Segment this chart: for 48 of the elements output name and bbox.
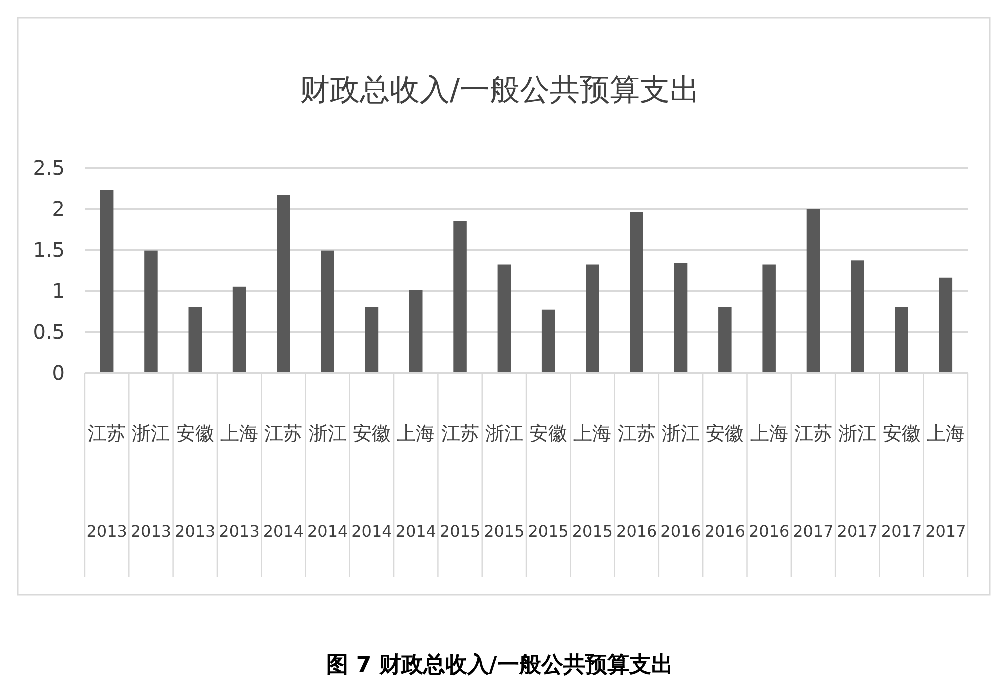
y-tick-label: 1.5	[33, 238, 65, 262]
y-tick-label: 0.5	[33, 320, 65, 344]
category-label: 上海 2013	[219, 423, 260, 541]
bar	[410, 290, 423, 373]
category-label: 江苏 2013	[86, 423, 128, 541]
bar	[586, 264, 600, 373]
category-label: 上海 2017	[926, 423, 966, 541]
bar	[806, 209, 820, 373]
category-label: 上海 2015	[572, 423, 614, 541]
bar	[100, 190, 114, 373]
category-label: 安徽 2013	[175, 423, 216, 541]
caption: 图 7 财政总收入/一般公共预算支出	[326, 653, 674, 678]
category-label: 浙江 2013	[130, 423, 172, 541]
bar	[498, 264, 512, 373]
bar	[762, 264, 776, 373]
bar	[365, 307, 379, 373]
bar	[718, 307, 732, 373]
category-label: 上海 2014	[396, 423, 436, 541]
bar	[674, 263, 688, 373]
bar	[277, 195, 290, 373]
bar	[542, 310, 556, 373]
category-label: 安徽 2017	[881, 423, 922, 541]
category-label: 浙江 2014	[307, 423, 348, 541]
y-tick-label: 2.5	[33, 156, 65, 180]
category-label: 安徽 2014	[352, 423, 392, 541]
bar	[188, 307, 202, 373]
category-label: 江苏 2014	[263, 423, 304, 541]
chart-title: 财政总收入/一般公共预算支出	[300, 73, 700, 108]
bar	[144, 250, 158, 373]
bar	[939, 278, 953, 373]
category-label: 安徽 2016	[704, 423, 746, 541]
category-label: 江苏 2016	[616, 423, 658, 541]
bar	[895, 307, 908, 373]
bar	[232, 286, 246, 373]
bar	[630, 212, 644, 373]
y-tick-label: 2	[52, 197, 65, 221]
bar	[454, 221, 467, 373]
category-label: 浙江 2017	[837, 423, 878, 541]
category-label: 上海 2016	[748, 423, 790, 541]
y-tick-label: 1	[52, 279, 65, 303]
y-tick-label: 0	[52, 361, 65, 385]
category-label: 江苏 2015	[440, 423, 481, 541]
category-label: 安徽 2015	[528, 423, 569, 541]
bar	[851, 260, 864, 373]
category-label: 浙江 2015	[484, 423, 525, 541]
category-label: 浙江 2016	[660, 423, 702, 541]
category-label: 江苏 2017	[793, 423, 834, 541]
bar	[321, 250, 334, 373]
